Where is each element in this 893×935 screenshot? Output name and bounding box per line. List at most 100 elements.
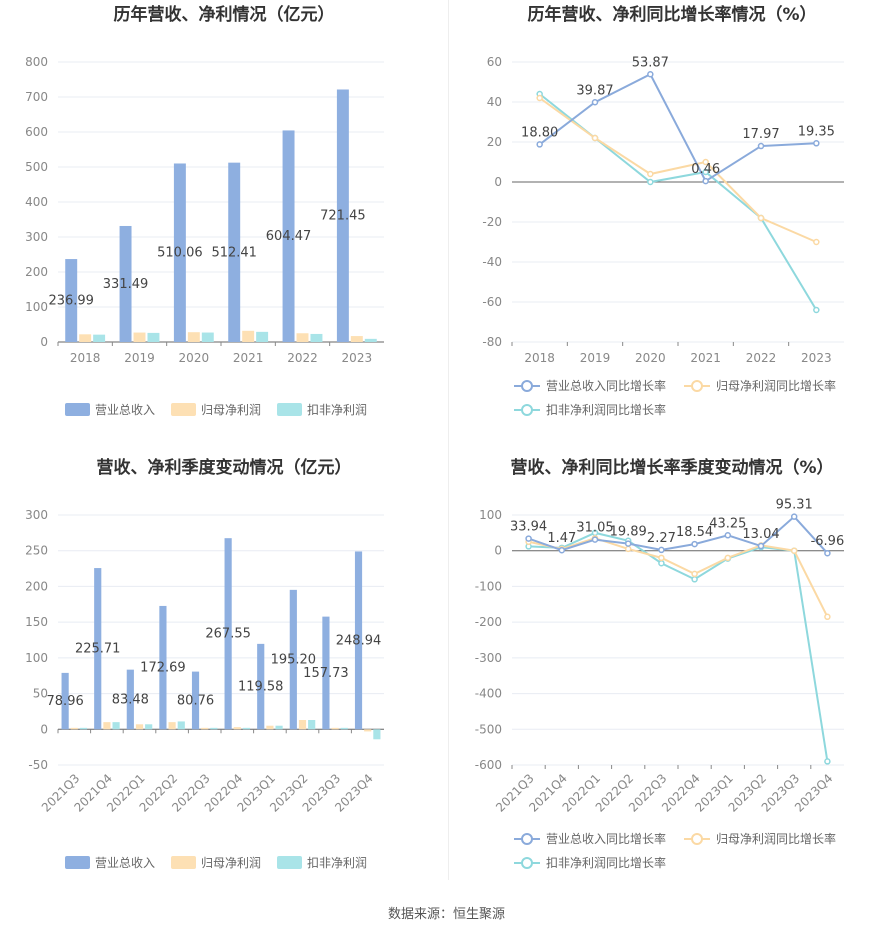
legend-swatch-marker bbox=[521, 380, 533, 392]
bar-revenue bbox=[354, 551, 363, 730]
bar-revenue bbox=[228, 162, 241, 342]
x-tick-label: 2018 bbox=[524, 351, 555, 365]
y-tick-label: 400 bbox=[25, 195, 48, 209]
line-data-label: 19.89 bbox=[610, 525, 647, 540]
bar-net-profit bbox=[187, 332, 200, 342]
x-tick-label: 2022 bbox=[746, 351, 777, 365]
bar-net-profit bbox=[266, 725, 274, 730]
y-tick-label: 600 bbox=[25, 125, 48, 139]
bar-data-label: 195.20 bbox=[271, 653, 317, 668]
bar-data-label: 248.94 bbox=[336, 633, 382, 648]
line-data-label: 33.94 bbox=[510, 520, 547, 535]
line-data-label: 17.97 bbox=[742, 127, 779, 142]
series-point-net-profit bbox=[824, 613, 831, 621]
bar-net-profit bbox=[133, 332, 146, 342]
y-tick-label: 40 bbox=[487, 95, 502, 109]
legend-label: 扣非净利润 bbox=[307, 403, 367, 417]
bar-net-profit bbox=[168, 722, 176, 730]
bar-data-label: 157.73 bbox=[303, 666, 349, 681]
bar-net-profit bbox=[79, 334, 92, 342]
y-tick-label: 300 bbox=[25, 230, 48, 244]
series-line-net-profit bbox=[528, 537, 829, 618]
bar-revenue bbox=[224, 538, 232, 730]
legend-swatch-marker bbox=[521, 404, 533, 416]
y-tick-label: 200 bbox=[25, 579, 48, 593]
line-data-label: 2.27 bbox=[647, 531, 676, 546]
series-point-deducted-profit bbox=[658, 559, 665, 567]
bar-net-profit bbox=[70, 727, 78, 730]
bar-deducted-profit bbox=[145, 724, 153, 730]
y-tick-label: -300 bbox=[475, 651, 502, 665]
x-tick-label: 2023 bbox=[342, 351, 373, 365]
bar-revenue bbox=[94, 568, 102, 730]
y-tick-label: -200 bbox=[475, 615, 502, 629]
series-point-net-profit bbox=[658, 554, 665, 562]
y-tick-label: -20 bbox=[482, 215, 502, 229]
bar-revenue bbox=[322, 616, 330, 730]
legend-swatch-marker bbox=[521, 857, 533, 869]
chart-title: 营收、净利同比增长率季度变动情况（%） bbox=[510, 457, 833, 478]
line-data-label: 0.46 bbox=[691, 162, 720, 177]
y-tick-label: -80 bbox=[482, 335, 502, 349]
x-tick-label: 2022 bbox=[287, 351, 318, 365]
bar-revenue bbox=[289, 589, 297, 730]
series-point-revenue bbox=[724, 532, 732, 539]
legend-label: 营业总收入同比增长率 bbox=[546, 378, 666, 393]
y-tick-label: -50 bbox=[28, 758, 48, 772]
bar-net-profit bbox=[364, 729, 372, 732]
bar-deducted-profit bbox=[373, 729, 381, 740]
legend-label: 扣非净利润同比增长率 bbox=[546, 855, 666, 870]
bar-deducted-profit bbox=[242, 727, 251, 730]
bar-net-profit bbox=[103, 722, 111, 730]
series-point-revenue bbox=[591, 536, 599, 543]
series-point-revenue bbox=[790, 513, 798, 520]
bar-deducted-profit bbox=[340, 727, 348, 730]
x-tick-label: 2020 bbox=[635, 351, 666, 365]
bar-data-label: 225.71 bbox=[75, 642, 121, 657]
series-point-revenue bbox=[591, 99, 599, 106]
series-point-net-profit bbox=[724, 554, 732, 562]
series-point-revenue bbox=[525, 535, 532, 542]
line-data-label: 39.87 bbox=[576, 83, 613, 98]
quarterly-bar-chart: 营收、净利季度变动情况（亿元）-500501001502002503002021… bbox=[25, 457, 384, 870]
bar-deducted-profit bbox=[256, 331, 269, 342]
y-tick-label: 20 bbox=[487, 135, 502, 149]
legend-swatch bbox=[277, 403, 302, 416]
quarterly-bar-chart-panel: 营收、净利季度变动情况（亿元） -50 0 50 100 150 200 250 300 2021… bbox=[0, 445, 448, 885]
series-point-net-profit bbox=[702, 158, 709, 166]
bar-revenue bbox=[257, 643, 265, 730]
series-point-net-profit bbox=[757, 214, 765, 222]
x-tick-label: 2020 bbox=[179, 351, 210, 365]
line-data-label: 1.47 bbox=[547, 531, 576, 546]
bar-data-label: 236.99 bbox=[48, 294, 94, 309]
series-point-revenue bbox=[757, 142, 765, 150]
series-point-deducted-profit bbox=[702, 168, 709, 176]
legend-label: 归母净利润 bbox=[201, 856, 261, 870]
y-tick-label: 250 bbox=[25, 544, 48, 558]
series-point-revenue bbox=[624, 540, 632, 547]
bar-data-label: 510.06 bbox=[157, 246, 203, 261]
bar-deducted-profit bbox=[308, 720, 316, 730]
legend-swatch bbox=[171, 403, 196, 416]
bar-revenue bbox=[336, 89, 349, 343]
y-tick-label: -40 bbox=[482, 255, 502, 269]
bar-revenue bbox=[61, 672, 69, 730]
series-point-net-profit bbox=[647, 170, 654, 178]
series-point-net-profit bbox=[591, 134, 599, 142]
legend-swatch-marker bbox=[691, 380, 703, 392]
legend-label: 扣非净利润 bbox=[307, 856, 367, 870]
bar-net-profit bbox=[298, 720, 307, 730]
y-tick-label: -600 bbox=[475, 758, 502, 772]
x-tick-label: 2023 bbox=[801, 351, 832, 365]
legend-label: 归母净利润同比增长率 bbox=[716, 378, 836, 393]
line-data-label: 13.04 bbox=[742, 527, 779, 542]
y-tick-label: 800 bbox=[25, 55, 48, 69]
legend-swatch bbox=[65, 856, 90, 869]
x-tick-label: 2018 bbox=[70, 351, 101, 365]
bar-data-label: 172.69 bbox=[140, 661, 186, 676]
series-point-net-profit bbox=[624, 545, 632, 553]
y-tick-label: 50 bbox=[33, 687, 48, 701]
x-tick-label: 2021 bbox=[233, 351, 264, 365]
bar-net-profit bbox=[135, 724, 144, 730]
